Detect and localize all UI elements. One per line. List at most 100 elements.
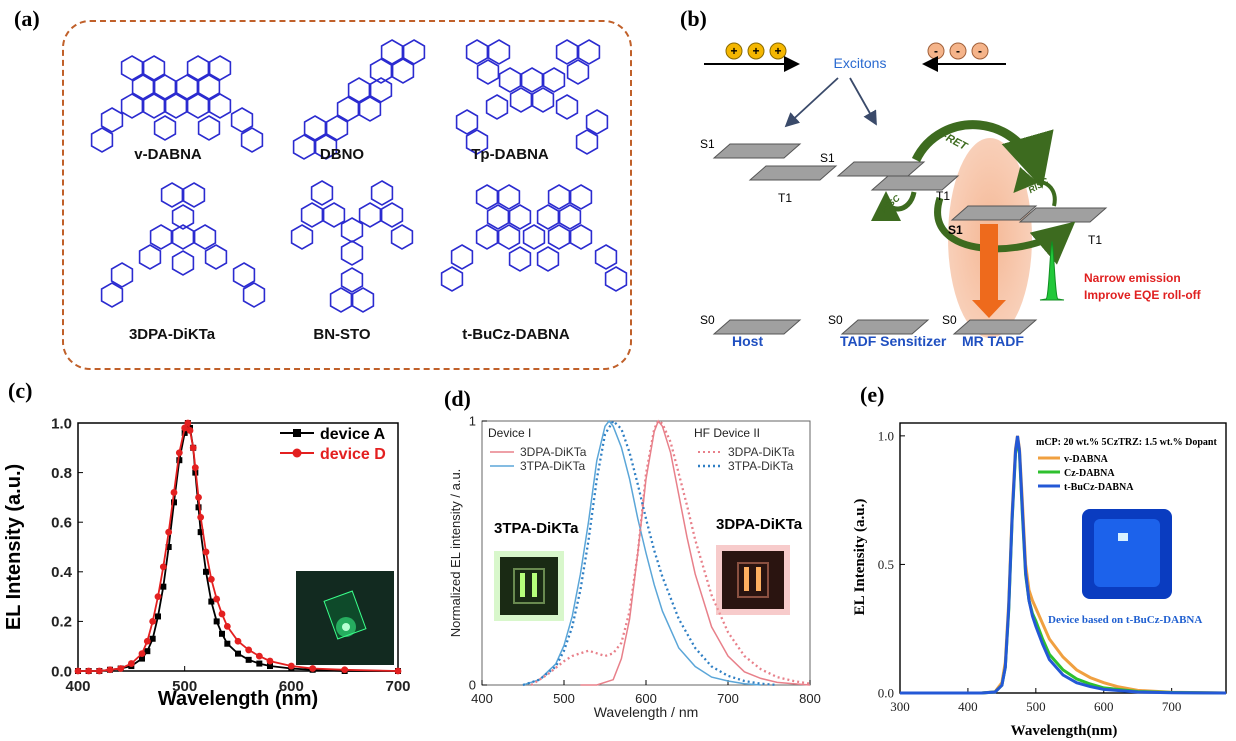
chart-e: 300 400 500 600 700 0.0 0.5 1.0 mCP: 20 wt.% 5C… [852,422,1227,739]
panel-label-e: (e) [860,382,885,407]
sensitizer-t1-text: T1 [936,189,950,203]
series-line-device-d [78,420,399,672]
molecule-tp-dabna [455,39,609,155]
excitons-label: Excitons [834,55,887,71]
data-point [138,650,146,658]
molecule-name-dbno: DBNO [319,146,365,163]
x-tick-label: 500 [1026,699,1046,714]
data-point [219,630,225,637]
emission-arrow [980,224,998,300]
chart-e-xlabel: Wavelength(nm) [1011,723,1118,739]
data-point [106,666,114,674]
data-point [208,598,215,605]
panel-label-c: (c) [8,378,33,403]
legend-c: device A device D [280,426,386,463]
x-tick-label: 600 [1094,699,1114,714]
x-tick-label: 700 [717,691,739,706]
chart-d: 400 500 600 700 800 0 1 Device I 3DPA-DiKTa 3T… [448,414,821,720]
host-s1-level [712,143,802,159]
y-tick-label: 0.0 [51,663,72,680]
data-point [143,637,151,645]
host-label: Host [732,333,763,349]
risc-arrow-mr [1013,167,1057,207]
molecule-name-tp-dabna: Tp-DABNA [471,146,549,163]
data-point [159,563,167,571]
narrow-peak [1039,240,1065,301]
molecule-dbno [292,39,426,160]
mr-s0-level [952,319,1038,335]
series-line-t-bucz-dabna [900,435,1227,695]
y-tick-label: 0.0 [878,686,894,701]
minus-sign: - [956,44,960,58]
data-point [170,489,178,496]
data-point [155,613,161,620]
mr-tadf-label: MR TADF [962,333,1024,349]
sensitizer-label: TADF Sensitizer [840,333,947,349]
x-tick-label: 600 [635,691,657,706]
data-point [202,548,210,556]
plus-sign: + [730,44,737,58]
molecule-frame [62,20,632,370]
legend-e-cz-dabna: Cz-DABNA [1064,468,1115,479]
legend-d-title-1: Device I [488,426,531,440]
data-point [85,667,93,675]
y-tick-label: 0.4 [51,564,73,581]
y-tick-label: 1.0 [878,428,894,443]
panel-label-b: (b) [680,6,707,31]
x-tick-label: 300 [890,699,910,714]
data-point [127,660,135,667]
risc-label-mr: RISC [1027,176,1051,196]
legend-d-3tpa-2: 3TPA-DiKTa [728,459,793,473]
device-photo-green [494,551,564,621]
energy-scheme: + + + - - - Excitons FRET RISC RISC S1 T… [700,42,1202,349]
data-point [245,656,252,663]
data-point [213,595,221,603]
data-point [255,652,263,660]
sensitizer-s0-text: S0 [828,313,843,327]
device-photo-red [716,545,790,615]
data-point [160,583,167,590]
data-point [341,666,349,674]
fret-arrow [911,120,1054,189]
plot-frame [899,422,1227,694]
mr-t1-level [1018,207,1108,223]
hole-carriers: + + + [725,42,787,60]
data-point [256,660,263,667]
legend-e-title: mCP: 20 wt.% 5CzTRZ: 1.5 wt.% Dopant [1036,437,1217,448]
data-point [224,640,231,647]
sensitizer-t1-level [870,175,960,191]
series-line-3tpa-dikta [522,419,778,687]
chart-e-annotation: Device based on t-BuCz-DABNA [1048,614,1202,626]
molecule-3dpa-diktas [100,182,266,308]
data-point [144,648,151,655]
data-point [223,622,231,630]
data-point [245,646,253,654]
host-t1-level [748,165,838,181]
host-s0-text: S0 [700,313,715,327]
data-point [266,657,274,665]
molecule-structures [90,39,628,313]
minus-sign: - [978,44,982,58]
data-point [235,650,241,657]
x-tick-label: 500 [172,678,197,695]
chart-c-xlabel: Wavelength (nm) [158,688,318,710]
y-tick-label: 0.6 [51,514,72,531]
data-point [176,457,183,464]
device-photo-blue [1082,509,1172,599]
data-point [165,528,173,536]
y-tick-label: 0.8 [51,465,72,482]
mr-s1-text: S1 [948,223,963,237]
data-point [95,667,103,675]
data-point [309,665,317,672]
data-point [154,593,162,600]
x-tick-label: 400 [958,699,978,714]
device-label-3dpa: 3DPA-DiKTa [716,516,803,533]
chart-c: 400 500 600 700 0.0 0.2 0.4 0.6 0.8 1.0 device A … [3,415,411,710]
eqe-rolloff-note: Improve EQE roll-off [1084,288,1202,302]
mr-t1-text: T1 [1088,233,1102,247]
narrow-emission-note: Narrow emission [1084,271,1181,285]
plus-sign: + [774,44,781,58]
host-t1-text: T1 [778,191,792,205]
electron-carriers: - - - [927,42,989,60]
x-tick-label: 400 [65,678,90,695]
